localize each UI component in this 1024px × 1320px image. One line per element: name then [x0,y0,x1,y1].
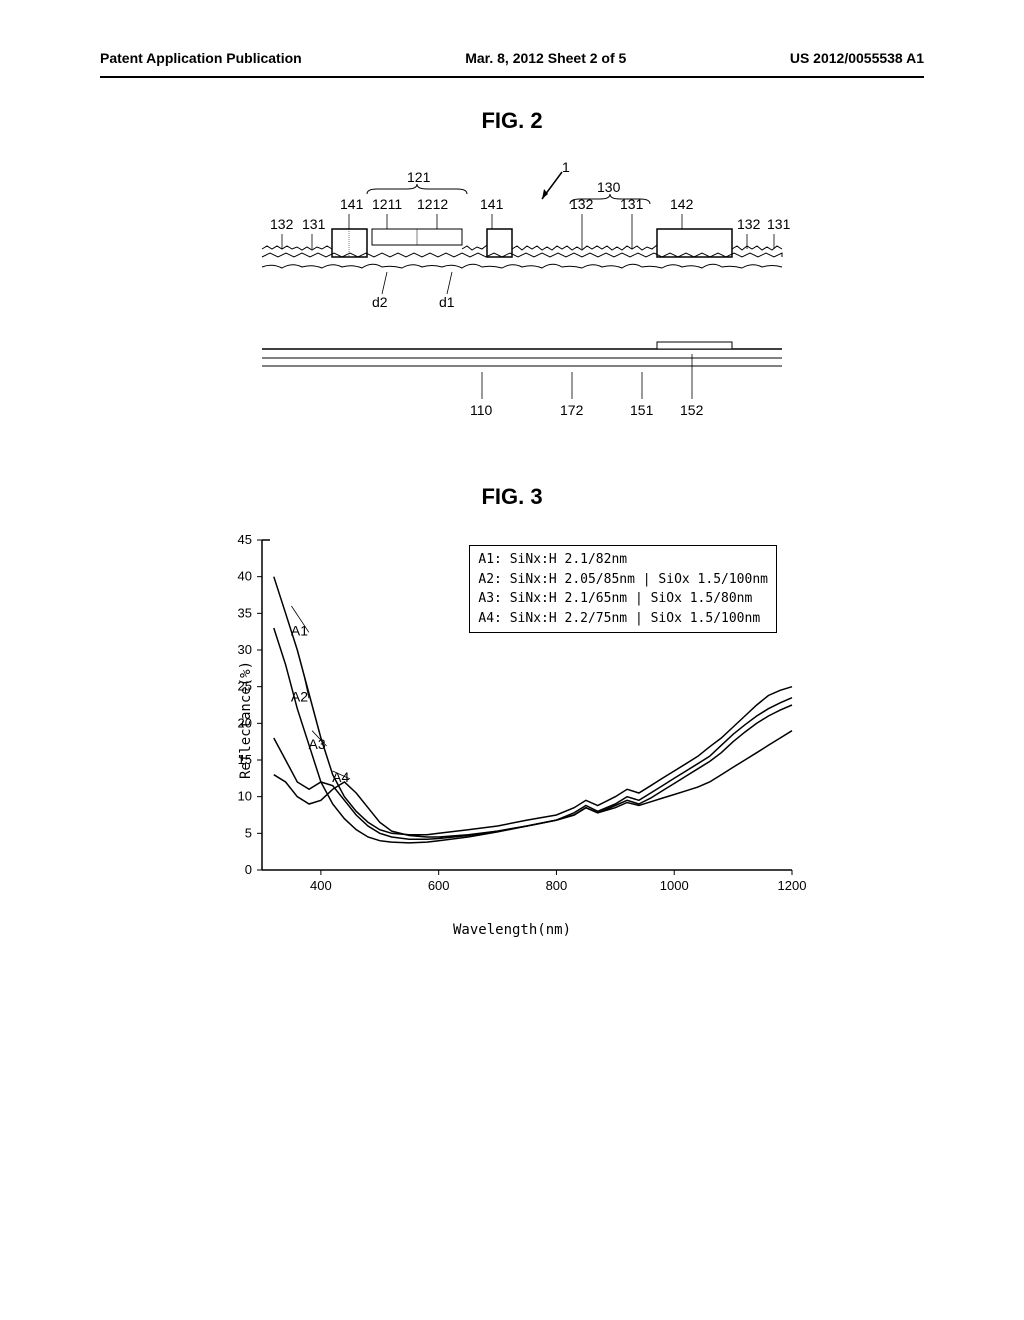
fig2-svg [222,154,802,434]
label-121: 121 [407,169,430,185]
svg-text:400: 400 [310,878,332,893]
label-132c: 132 [737,216,760,232]
header-divider [100,76,924,78]
fig2-title: FIG. 2 [0,108,1024,134]
page-header: Patent Application Publication Mar. 8, 2… [0,0,1024,76]
svg-text:1200: 1200 [778,878,807,893]
svg-text:A4: A4 [332,769,349,785]
fig3-chart: Reflectance(%) 0510152025303540454006008… [212,530,812,910]
svg-text:A1: A1 [291,622,308,638]
x-axis-label: Wavelength(nm) [453,922,571,938]
label-151: 151 [630,402,653,418]
svg-text:1000: 1000 [660,878,689,893]
label-d1: d1 [439,294,455,310]
label-1211: 1211 [372,196,402,212]
svg-text:30: 30 [238,642,252,657]
label-141b: 141 [480,196,503,212]
svg-text:800: 800 [546,878,568,893]
svg-text:600: 600 [428,878,450,893]
label-132a: 132 [270,216,293,232]
svg-text:35: 35 [238,605,252,620]
header-center: Mar. 8, 2012 Sheet 2 of 5 [465,50,626,66]
legend-item-a4: A4: SiNx:H 2.2/75nm | SiOx 1.5/100nm [478,609,768,629]
legend-item-a2: A2: SiNx:H 2.05/85nm | SiOx 1.5/100nm [478,570,768,590]
label-141a: 141 [340,196,363,212]
legend-item-a1: A1: SiNx:H 2.1/82nm [478,550,768,570]
svg-text:A2: A2 [291,688,308,704]
label-1212: 1212 [417,196,448,212]
label-110: 110 [470,402,492,418]
svg-text:0: 0 [245,862,252,877]
fig3-title: FIG. 3 [0,484,1024,510]
svg-text:45: 45 [238,532,252,547]
header-left: Patent Application Publication [100,50,302,66]
label-131c: 131 [767,216,790,232]
label-1: 1 [562,159,570,175]
header-right: US 2012/0055538 A1 [790,50,924,66]
label-130: 130 [597,179,620,195]
label-142: 142 [670,196,693,212]
y-axis-label: Reflectance(%) [238,661,254,779]
label-152: 152 [680,402,703,418]
label-131b: 131 [620,196,643,212]
svg-text:10: 10 [238,789,252,804]
label-172: 172 [560,402,583,418]
legend-item-a3: A3: SiNx:H 2.1/65nm | SiOx 1.5/80nm [478,589,768,609]
chart-legend: A1: SiNx:H 2.1/82nm A2: SiNx:H 2.05/85nm… [469,545,777,633]
label-132b: 132 [570,196,593,212]
svg-text:5: 5 [245,825,252,840]
fig2-diagram: 1 121 141 1211 1212 141 130 142 132 131 … [222,154,802,434]
label-d2: d2 [372,294,388,310]
svg-text:40: 40 [238,569,252,584]
label-131a: 131 [302,216,325,232]
svg-text:A3: A3 [309,736,326,752]
